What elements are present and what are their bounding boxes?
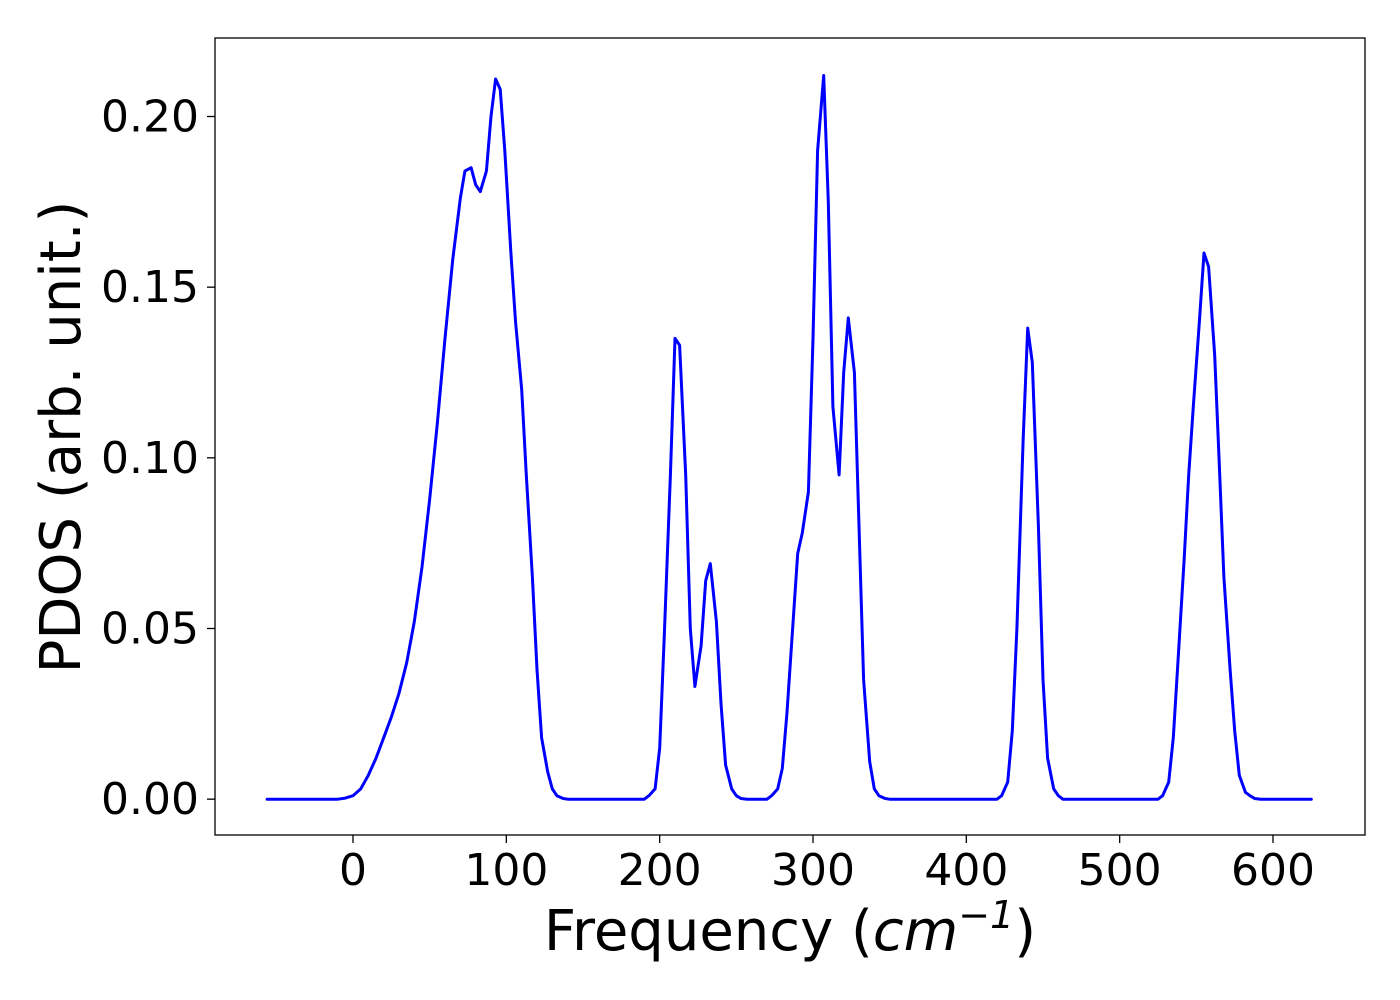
y-tick-label: 0.15 [101, 262, 199, 313]
x-axis-ticks: 0 100 200 300 400 500 600 [339, 835, 1315, 896]
y-tick-label: 0.00 [101, 774, 199, 825]
y-tick-label: 0.20 [101, 92, 199, 143]
x-tick-label: 0 [339, 845, 367, 896]
x-tick-label: 100 [464, 845, 548, 896]
x-tick-label: 200 [618, 845, 702, 896]
x-tick-label: 400 [924, 845, 1008, 896]
y-axis-label: PDOS (arb. unit.) [29, 201, 94, 674]
y-tick-label: 0.05 [101, 603, 199, 654]
x-tick-label: 300 [771, 845, 855, 896]
x-axis-label-exponent: −1 [958, 893, 1014, 937]
y-axis-ticks: 0.00 0.05 0.10 0.15 0.20 [101, 92, 215, 825]
x-axis-label: Frequency (cm−1) [544, 893, 1036, 964]
pdos-line [265, 74, 1313, 801]
y-tick-label: 0.10 [101, 433, 199, 484]
plot-area-frame [214, 37, 1366, 836]
x-tick-label: 600 [1231, 845, 1315, 896]
x-tick-label: 500 [1078, 845, 1162, 896]
